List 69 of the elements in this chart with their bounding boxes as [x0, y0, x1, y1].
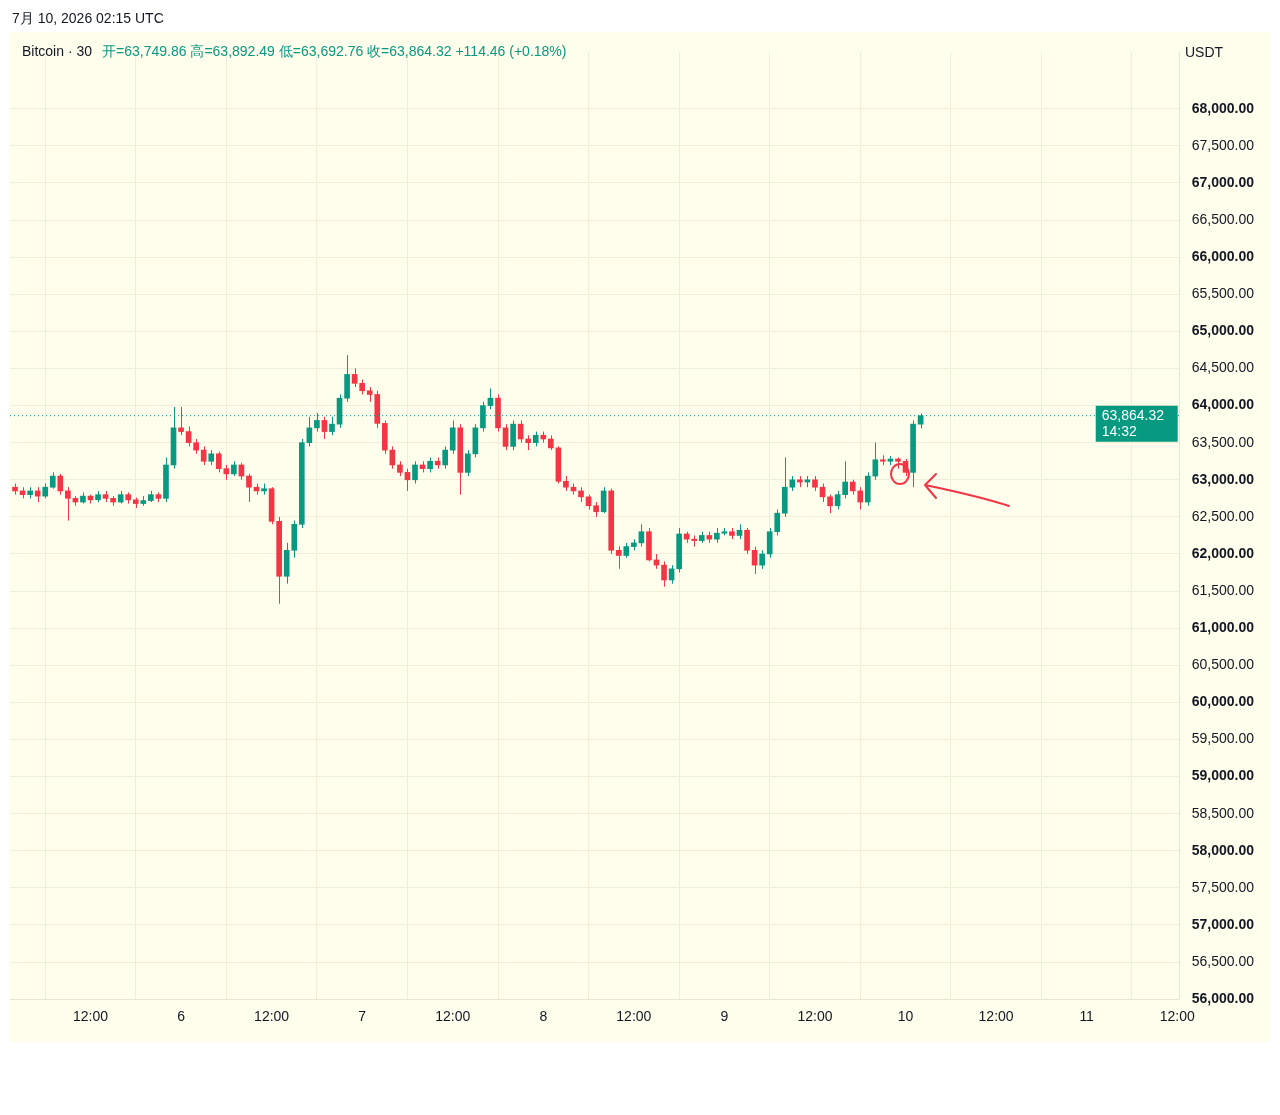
- y-tick-label: 62,500.00: [1191, 507, 1255, 524]
- y-tick-label: 66,000.00: [1191, 248, 1255, 265]
- x-tick-label: 10: [897, 1008, 914, 1025]
- candlestick: [449, 419, 456, 455]
- x-tick-label: 9: [720, 1008, 729, 1025]
- candlestick: [691, 534, 698, 548]
- candlestick: [759, 549, 765, 570]
- candlestick: [661, 560, 667, 588]
- x-tick-label: 12:00: [616, 1008, 652, 1025]
- y-tick-label: 65,000.00: [1191, 322, 1255, 339]
- y-tick-label: 62,000.00: [1191, 544, 1255, 561]
- x-tick-label: 11: [1079, 1008, 1095, 1025]
- candlestick: [178, 406, 184, 436]
- candlestick: [246, 473, 252, 503]
- y-tick-label: 60,500.00: [1191, 656, 1255, 673]
- y-tick-label: 56,500.00: [1191, 952, 1255, 969]
- x-tick-label: 12:00: [797, 1008, 833, 1025]
- x-tick-label: 12:00: [1159, 1008, 1195, 1025]
- y-tick-label: 59,500.00: [1191, 730, 1255, 747]
- candlestick: [744, 527, 750, 555]
- x-tick-label: 12:00: [978, 1008, 1014, 1025]
- candlestick: [510, 419, 516, 451]
- x-tick-label: 12:00: [72, 1008, 109, 1025]
- candlestick: [827, 494, 833, 514]
- chart-subtitle: 开=63,749.86 高=63,892.49 低=63,692.76 收=63,864.32 +114.46 (+0.18%): [102, 43, 567, 61]
- y-tick-label: 57,500.00: [1191, 878, 1255, 895]
- y-tick-label: 59,000.00: [1191, 767, 1255, 784]
- candlestick: [638, 523, 645, 548]
- y-tick-label: 64,000.00: [1191, 396, 1255, 413]
- y-axis-title: USDT: [1184, 43, 1225, 62]
- candlestick: [842, 460, 848, 499]
- x-tick-label: 6: [177, 1008, 186, 1025]
- candlestick: [412, 460, 418, 485]
- y-tick-label: 65,500.00: [1191, 285, 1255, 302]
- candlestick: [857, 486, 864, 510]
- y-tick-label: 58,000.00: [1191, 841, 1255, 858]
- y-tick-label: 63,500.00: [1191, 433, 1255, 450]
- y-tick-label: 61,500.00: [1191, 581, 1255, 598]
- text: 7月 10, 2026 02:15 UTC: [12, 10, 164, 28]
- x-tick-label: 7: [358, 1008, 367, 1025]
- candlestick: [465, 449, 471, 477]
- y-tick-label: 61,000.00: [1191, 619, 1255, 636]
- y-tick-label: 60,000.00: [1191, 693, 1255, 710]
- y-tick-label: 66,500.00: [1191, 210, 1255, 227]
- candlestick: [834, 490, 841, 510]
- annotation: 14:32: [1101, 422, 1137, 439]
- y-tick-label: 67,000.00: [1191, 173, 1255, 190]
- y-tick-label: 67,500.00: [1191, 136, 1255, 153]
- y-tick-label: 57,000.00: [1191, 915, 1255, 932]
- candlestick: [351, 368, 358, 388]
- candlestick: [215, 451, 222, 473]
- candlestick: [442, 445, 449, 470]
- candlestick: [200, 445, 207, 466]
- candlestick: [615, 546, 622, 570]
- x-tick-label: 12:00: [254, 1008, 290, 1025]
- y-tick-label: 58,500.00: [1191, 804, 1255, 821]
- candlestick: [321, 416, 328, 440]
- ref-line-label: 63,864.32: [1101, 406, 1165, 423]
- candlestick: [185, 425, 192, 447]
- y-tick-label: 64,500.00: [1191, 359, 1255, 376]
- x-tick-label: 12:00: [435, 1008, 471, 1025]
- x-tick-label: 8: [539, 1008, 548, 1025]
- candlestick: [329, 416, 335, 436]
- y-tick-label: 56,000.00: [1191, 990, 1255, 1007]
- candlestick: [65, 486, 71, 522]
- y-tick-label: 68,000.00: [1191, 99, 1255, 116]
- y-tick-label: 63,000.00: [1191, 470, 1255, 487]
- candlestick: [57, 473, 64, 496]
- chart-title: Bitcoin · 30: [22, 43, 93, 61]
